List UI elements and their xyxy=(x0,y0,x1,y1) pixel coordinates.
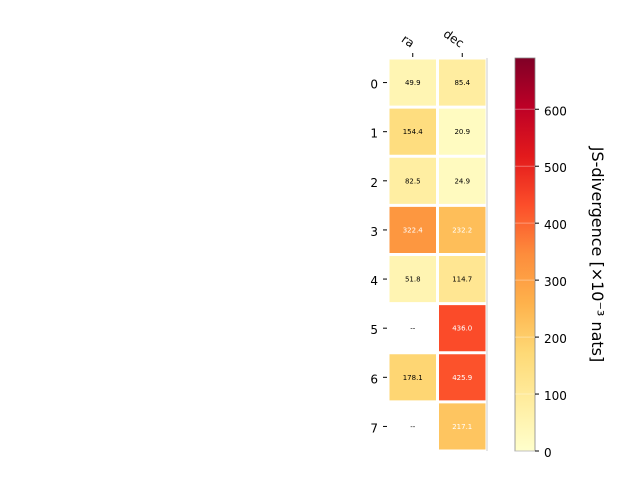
row-tick-label: 2 xyxy=(370,176,378,190)
heatmap-cell xyxy=(439,157,486,204)
colorbar-tick-label: 400 xyxy=(544,218,567,232)
heatmap-cell xyxy=(439,108,486,155)
heatmap-cell xyxy=(439,206,486,253)
cell-value-label: 20.9 xyxy=(454,128,470,136)
row-tick-label: 7 xyxy=(370,421,378,435)
heatmap-cell xyxy=(439,403,486,450)
row-tick-label: 1 xyxy=(370,127,378,141)
row-tick-label: 6 xyxy=(370,372,378,386)
heatmap-cell xyxy=(389,206,436,253)
colorbar-tick-label: 600 xyxy=(544,104,567,118)
cell-value-label: 82.5 xyxy=(405,177,421,185)
column-tick-label: ra xyxy=(399,32,417,51)
colorbar-tick-label: 300 xyxy=(544,275,567,289)
cell-value-label: -- xyxy=(410,423,416,431)
cell-value-label: 114.7 xyxy=(452,276,472,284)
cell-value-label: 24.9 xyxy=(454,177,470,185)
cell-value-label: 425.9 xyxy=(452,374,472,382)
row-tick-label: 0 xyxy=(370,78,378,92)
cell-value-label: 154.4 xyxy=(403,128,424,136)
colorbar-tick-label: 500 xyxy=(544,161,567,175)
colorbar: 0 100 200 300 400 500 600 JS-divergence [×10⁻³ … xyxy=(514,57,607,460)
heatmap-cell xyxy=(439,256,486,303)
row-tick-label: 5 xyxy=(370,323,378,337)
heatmap-cell xyxy=(439,59,486,106)
cell-value-label: 85.4 xyxy=(454,79,470,87)
cell-value-label: 178.1 xyxy=(403,374,423,382)
colorbar-label: JS-divergence [×10⁻³ nats] xyxy=(588,146,607,362)
cell-value-label: 49.9 xyxy=(405,79,421,87)
colorbar-tick-label: 100 xyxy=(544,389,567,403)
heatmap-cell xyxy=(439,305,486,352)
colorbar-tick-label: 0 xyxy=(544,446,552,460)
heatmap-cell xyxy=(389,256,436,303)
heatmap-cell xyxy=(389,157,436,204)
cell-value-label: 217.1 xyxy=(452,423,472,431)
row-tick-label: 3 xyxy=(370,225,378,239)
heatmap-cell xyxy=(389,108,436,155)
cell-value-label: 436.0 xyxy=(452,325,472,333)
heatmap-cell xyxy=(389,354,436,401)
heatmap-cell xyxy=(439,354,486,401)
heatmap-grid: 49.9 85.4 154.4 20.9 82.5 24.9 322.4 232.2 51.8 1… xyxy=(389,59,486,450)
cell-value-label: 322.4 xyxy=(403,226,424,234)
cell-value-label: -- xyxy=(410,325,416,333)
colorbar-gradient xyxy=(514,57,536,452)
cell-value-label: 232.2 xyxy=(452,226,472,234)
column-tick-label: dec xyxy=(441,27,467,51)
colorbar-tick-label: 200 xyxy=(544,332,567,346)
cell-value-label: 51.8 xyxy=(405,276,421,284)
row-tick-label: 4 xyxy=(370,274,378,288)
heatmap-cell xyxy=(389,59,436,106)
